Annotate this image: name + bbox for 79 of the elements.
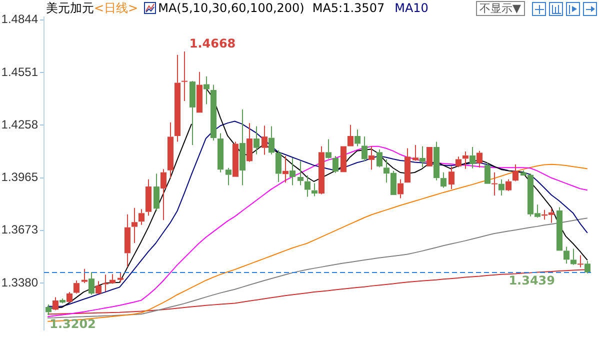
candlestick bbox=[82, 268, 88, 284]
candlestick bbox=[124, 214, 130, 268]
candlestick bbox=[332, 155, 338, 174]
y-tick-label: 1.3673 bbox=[1, 222, 38, 237]
candlestick bbox=[298, 160, 304, 186]
candlestick bbox=[304, 174, 310, 198]
candlestick bbox=[138, 208, 144, 226]
candlestick bbox=[290, 157, 296, 186]
candlestick bbox=[312, 182, 318, 197]
legend-title: MA(5,10,30,60,100,200) bbox=[158, 1, 304, 15]
candlestick bbox=[218, 132, 224, 173]
candlestick bbox=[484, 162, 490, 184]
candlestick bbox=[412, 144, 418, 160]
candlestick bbox=[196, 71, 202, 113]
candlestick bbox=[434, 141, 440, 181]
candlestick bbox=[174, 54, 180, 142]
candlestick bbox=[240, 108, 246, 186]
ref-line-label: 1.3439 bbox=[508, 274, 555, 288]
candlestick bbox=[282, 155, 288, 184]
candlestick bbox=[318, 146, 324, 194]
candlestick bbox=[254, 126, 260, 155]
candlestick bbox=[102, 274, 108, 292]
candlestick bbox=[276, 150, 282, 183]
candlestick bbox=[368, 146, 374, 170]
candlestick bbox=[476, 150, 482, 168]
candlestick bbox=[204, 76, 210, 105]
candlestick bbox=[362, 136, 368, 162]
candlestick bbox=[564, 246, 570, 264]
candlestick bbox=[556, 206, 562, 251]
candlestick bbox=[584, 260, 590, 274]
candlestick bbox=[118, 272, 124, 283]
chart-subtitle: <日线> bbox=[94, 0, 138, 16]
candlestick bbox=[154, 173, 160, 212]
candlestick bbox=[160, 168, 166, 221]
y-tick-label: 1.3965 bbox=[1, 170, 38, 184]
candlestick bbox=[398, 178, 404, 199]
candlestick bbox=[74, 280, 80, 293]
candlestick bbox=[506, 178, 512, 190]
candlestick bbox=[182, 51, 188, 102]
candlestick bbox=[470, 146, 476, 169]
annotation: 1.4668 bbox=[189, 36, 236, 51]
candlestick bbox=[354, 129, 360, 147]
candlestick bbox=[60, 298, 66, 302]
text: MA10 bbox=[394, 1, 428, 15]
candlestick bbox=[46, 304, 52, 316]
candlestick bbox=[512, 164, 518, 181]
candlestick bbox=[456, 156, 462, 166]
y-tick-label: 1.3380 bbox=[1, 275, 38, 290]
y-tick-label: 1.4258 bbox=[1, 118, 38, 132]
candlestick bbox=[448, 166, 454, 190]
candlestick bbox=[226, 167, 232, 186]
candlestick bbox=[348, 124, 354, 146]
candlestick bbox=[66, 292, 72, 302]
candlestick bbox=[498, 178, 504, 196]
chart-title: 美元加元 bbox=[46, 0, 94, 16]
candlestick bbox=[376, 148, 382, 168]
candlestick bbox=[132, 207, 138, 244]
candlestick bbox=[440, 172, 446, 188]
annotation: 1.3202 bbox=[50, 317, 96, 332]
candlestick bbox=[246, 122, 252, 162]
candlestick bbox=[578, 254, 584, 268]
candlestick bbox=[210, 84, 216, 141]
candlestick bbox=[146, 178, 152, 216]
y-tick-label: 1.4551 bbox=[1, 64, 38, 79]
candlestick bbox=[52, 296, 58, 310]
candlestick bbox=[88, 272, 94, 296]
candlestick bbox=[110, 274, 116, 284]
candlestick bbox=[168, 122, 174, 179]
candlestick bbox=[268, 126, 274, 155]
text: 不显示▼ bbox=[476, 1, 525, 16]
candlestick bbox=[570, 248, 576, 264]
candlestick bbox=[420, 146, 426, 168]
candlestick bbox=[462, 150, 468, 170]
candlestick bbox=[492, 172, 498, 196]
candlestick bbox=[262, 125, 268, 156]
y-tick-label: 1.4844 bbox=[1, 12, 38, 26]
candlestick bbox=[404, 148, 410, 183]
text: MA5:1.3507 bbox=[312, 1, 385, 15]
candlestick bbox=[190, 82, 196, 146]
